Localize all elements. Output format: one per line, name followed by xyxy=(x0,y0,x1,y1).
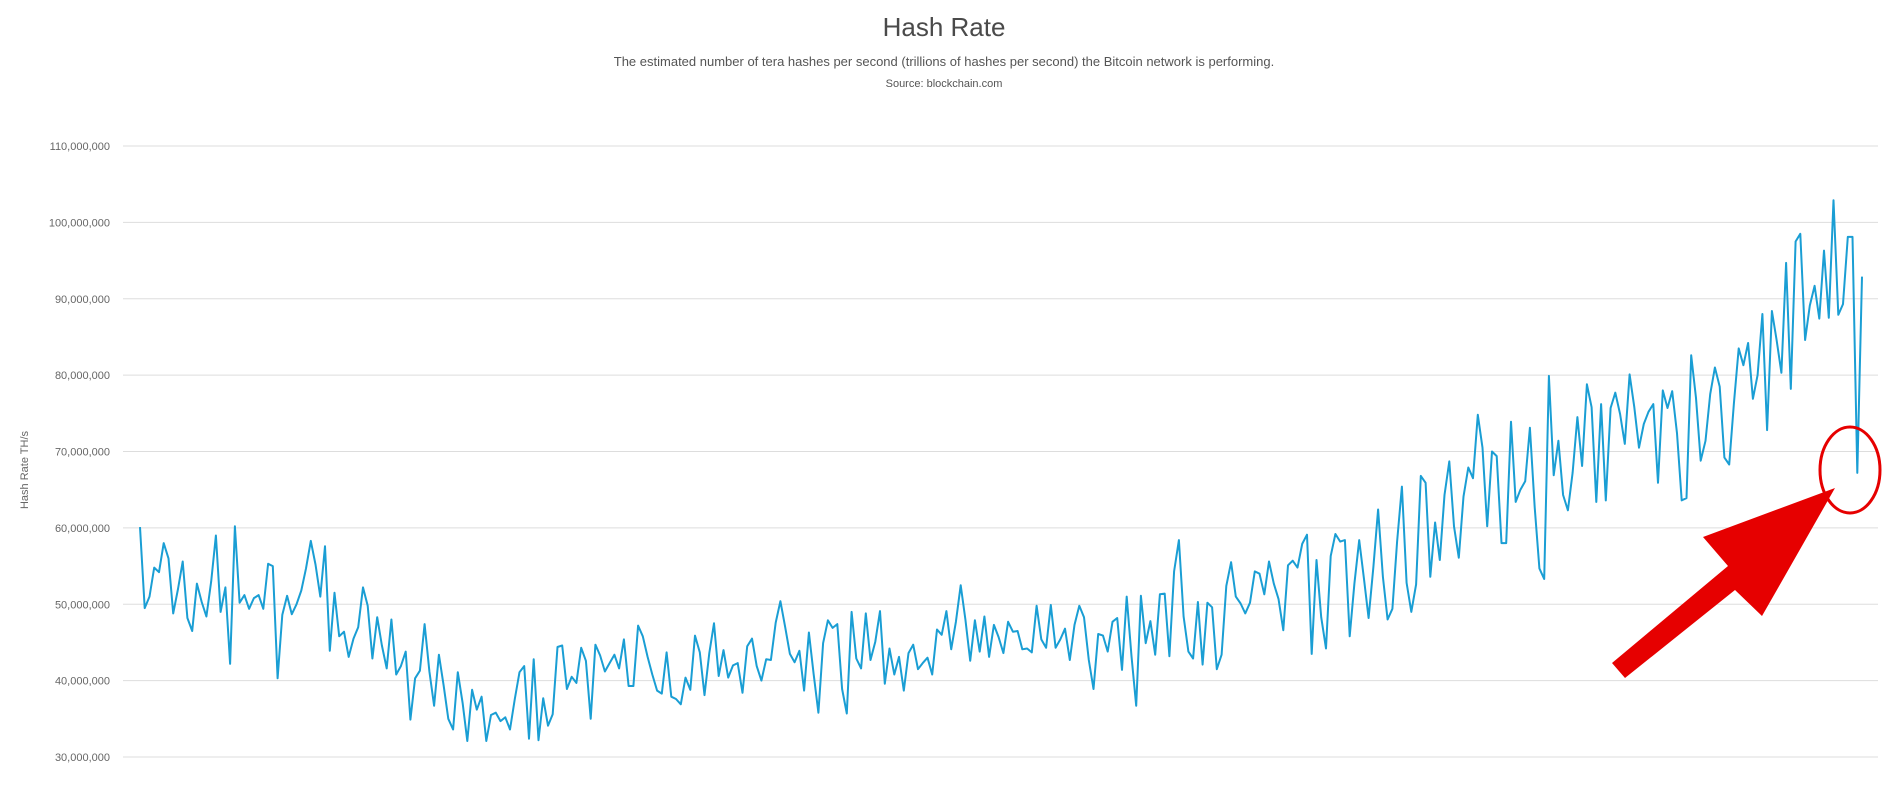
chart-title: Hash Rate xyxy=(882,12,1006,42)
y-axis-ticks: 30,000,000 40,000,000 50,000,000 60,000,000… xyxy=(49,141,110,764)
y-tick-label: 50,000,000 xyxy=(55,599,110,611)
highlight-circle xyxy=(1818,425,1882,515)
y-tick-label: 60,000,000 xyxy=(55,523,110,535)
y-tick-label: 80,000,000 xyxy=(55,370,110,382)
highlight-arrow xyxy=(1612,488,1835,678)
chart-source: Source: blockchain.com xyxy=(885,78,1003,90)
annotation-group xyxy=(1612,425,1882,678)
y-tick-label: 30,000,000 xyxy=(55,752,110,764)
series-line xyxy=(139,199,1863,742)
series-group xyxy=(139,199,1863,742)
y-tick-label: 40,000,000 xyxy=(55,676,110,688)
y-axis-label: Hash Rate TH/s xyxy=(19,430,31,509)
y-tick-label: 90,000,000 xyxy=(55,294,110,306)
grid-lines xyxy=(123,145,1878,758)
y-tick-label: 70,000,000 xyxy=(55,447,110,459)
y-tick-label: 100,000,000 xyxy=(49,217,110,229)
y-tick-label: 110,000,000 xyxy=(50,141,110,153)
chart-subtitle: The estimated number of tera hashes per … xyxy=(613,54,1275,69)
